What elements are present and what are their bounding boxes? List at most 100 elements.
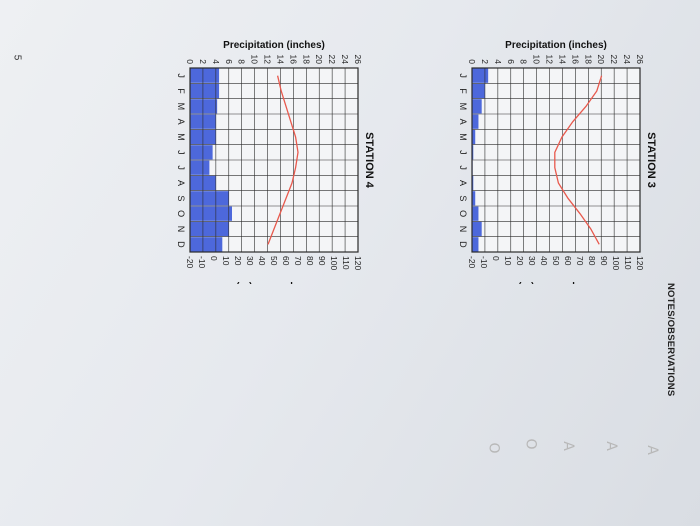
temperature-tick-label: 100 [329,256,339,270]
month-label: J [176,150,186,155]
temperature-tick-label: 70 [293,256,303,266]
month-label: A [176,180,186,186]
month-label: M [176,133,186,141]
precipitation-axis-label: Precipitation (inches) [505,40,607,51]
pencil-mark: O [485,442,502,454]
precipitation-bar [189,221,229,237]
precipitation-bar [189,160,210,175]
temperature-tick-label: 60 [281,256,291,266]
precipitation-bar [471,68,489,83]
temperature-tick-label: 110 [341,256,351,270]
precipitation-tick-label: 4 [493,59,503,64]
precipitation-bar [190,237,223,252]
precipitation-bar [471,206,479,221]
precipitation-bar [189,68,220,83]
month-label: D [176,241,186,248]
precipitation-tick-label: 20 [596,55,606,65]
temperature-tick-label: 0 [491,256,501,261]
precipitation-bar [471,221,482,237]
month-label: F [458,88,468,94]
pencil-mark: A [602,441,619,451]
month-label: S [176,195,186,201]
temperature-tick-label: 40 [539,256,549,266]
precipitation-tick-label: 12 [545,55,555,65]
precipitation-bar [471,114,479,129]
month-label: D [458,241,468,248]
precipitation-tick-label: 26 [635,55,645,65]
pencil-mark: A [559,441,576,451]
plot-frame [189,67,359,253]
precipitation-bar [189,83,220,99]
temperature-tick-label: 60 [563,256,573,266]
month-label: J [458,73,468,78]
temperature-tick-label: 70 [575,256,585,266]
station-3-chart: STATION 30 2 4 6 8 10 12 14 16 18 20 22 24 26-20 -10 0 1… [458,40,657,284]
temperature-tick-label: 10 [503,256,513,266]
month-label: O [458,210,468,217]
precipitation-tick-label: 18 [301,55,311,65]
precipitation-tick-label: 24 [340,55,350,65]
notes-observations-label: NOTES/OBSERVATIONS [665,283,676,397]
precipitation-tick-label: 8 [237,59,247,64]
temperature-tick-label: 20 [515,256,525,266]
precipitation-tick-label: 16 [288,55,298,65]
temperature-tick-label: 0 [209,256,219,261]
precipitation-tick-label: 0 [185,59,195,64]
temperature-tick-label: -20 [467,256,477,269]
page-number: 5 [11,54,23,61]
precipitation-tick-label: 0 [467,59,477,64]
month-label: A [458,119,468,125]
temperature-tick-label: 30 [245,256,255,266]
temperature-tick-label: 50 [551,256,561,266]
temperature-axis-label: Temperature (°F) [236,281,311,284]
precipitation-bar [471,99,482,114]
precipitation-tick-label: 22 [609,55,619,65]
temperature-tick-label: 80 [305,256,315,266]
temperature-tick-label: 90 [599,256,609,266]
month-label: A [176,119,186,125]
precipitation-tick-label: 2 [480,59,490,64]
precipitation-tick-label: 6 [224,59,234,64]
pencil-mark: A [643,445,660,455]
precipitation-tick-label: 18 [583,55,593,65]
precipitation-bar [189,99,218,114]
temperature-tick-label: 120 [353,256,363,270]
month-label: O [176,210,186,217]
precipitation-tick-label: 24 [622,55,632,65]
precipitation-bar [471,237,479,252]
precipitation-bar [472,191,476,206]
chart-title: STATION 3 [645,132,657,188]
month-label: M [458,133,468,141]
precipitation-tick-label: 2 [198,59,208,64]
temperature-tick-label: 100 [611,256,621,270]
temperature-axis-label: Temperature (°F) [518,281,593,284]
precipitation-bar [472,83,485,99]
precipitation-tick-label: 8 [519,59,529,64]
month-label: F [176,88,186,94]
temperature-tick-label: 50 [269,256,279,266]
temperature-line [554,75,603,245]
month-label: J [176,73,186,78]
pencil-mark: O [522,438,539,450]
precipitation-tick-label: 22 [327,55,337,65]
precipitation-tick-label: 10 [532,55,542,65]
precipitation-tick-label: 16 [570,55,580,65]
month-label: A [458,180,468,186]
precipitation-tick-label: 4 [211,59,221,64]
temperature-tick-label: 90 [317,256,327,266]
precipitation-tick-label: 6 [506,59,516,64]
precipitation-axis-label: Precipitation (inches) [223,40,325,51]
precipitation-tick-label: 14 [557,55,567,65]
temperature-tick-label: 80 [587,256,597,266]
precipitation-tick-label: 20 [314,55,324,65]
station-4-chart: STATION 40 2 4 6 8 10 12 14 16 18 20 22 24 26-20 -10 0 1… [176,40,375,284]
precipitation-bar [189,191,229,206]
temperature-tick-label: 110 [623,256,633,270]
month-label: J [458,150,468,155]
temperature-tick-label: -20 [185,256,195,269]
temperature-tick-label: 10 [221,256,231,266]
temperature-tick-label: 40 [257,256,267,266]
plot-frame [471,67,641,253]
chart-title: STATION 4 [363,132,375,189]
